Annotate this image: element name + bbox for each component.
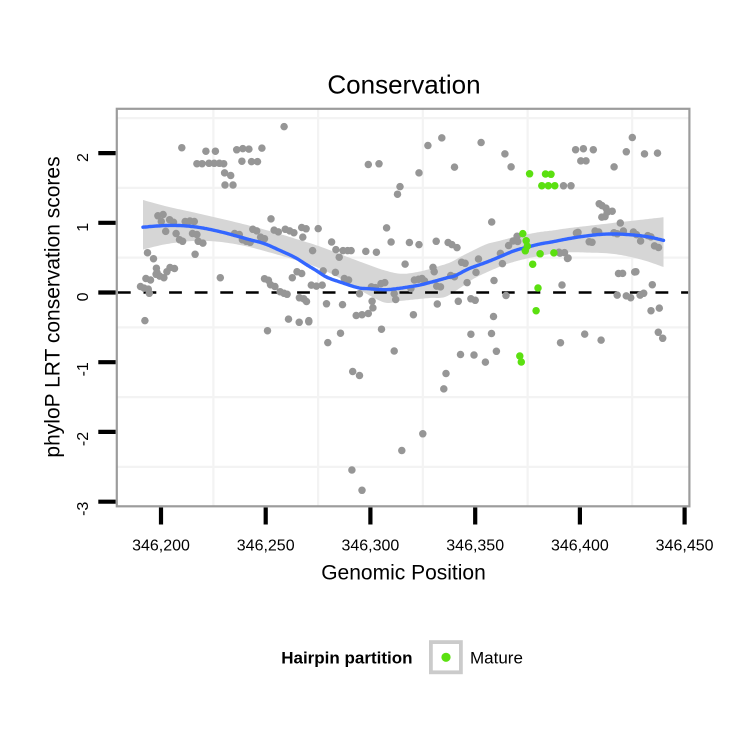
svg-text:Conservation: Conservation — [327, 70, 480, 100]
svg-text:Mature: Mature — [470, 649, 523, 668]
svg-text:-1: -1 — [75, 362, 92, 376]
svg-text:346,300: 346,300 — [341, 538, 399, 555]
svg-text:1: 1 — [75, 223, 92, 232]
svg-text:346,250: 346,250 — [237, 538, 295, 555]
svg-text:346,450: 346,450 — [656, 538, 714, 555]
svg-text:Genomic Position: Genomic Position — [321, 562, 486, 585]
svg-text:phyloP LRT conservation scores: phyloP LRT conservation scores — [42, 156, 65, 457]
svg-text:2: 2 — [75, 153, 92, 162]
svg-text:346,350: 346,350 — [446, 538, 504, 555]
svg-text:346,200: 346,200 — [132, 538, 190, 555]
svg-text:-2: -2 — [75, 432, 92, 446]
svg-text:Hairpin partition: Hairpin partition — [281, 649, 412, 668]
svg-text:0: 0 — [75, 292, 92, 301]
svg-text:-3: -3 — [75, 502, 92, 516]
svg-text:346,400: 346,400 — [551, 538, 609, 555]
